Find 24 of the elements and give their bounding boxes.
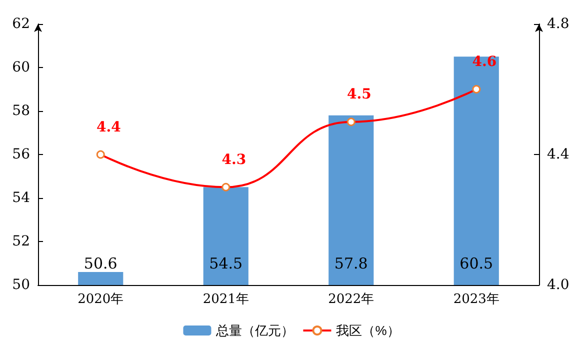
y-tick-label: 54 [12,190,30,206]
y2-tick-label: 4.4 [547,146,570,162]
data-label: 60.5 [460,254,494,272]
legend-label: 我区（%） [336,323,400,338]
legend-label: 总量（亿元） [215,323,294,338]
x-tick-label: 2021年 [202,292,249,307]
y2-tick-label: 4.0 [547,277,570,293]
data-label: 4.3 [222,152,246,168]
data-label: 54.5 [209,254,243,272]
data-label: 4.4 [96,119,122,136]
x-tick-label: 2022年 [328,292,374,307]
x-tick-label: 2023年 [453,292,500,307]
y-tick-label: 50 [12,277,30,293]
y-tick-label: 56 [12,146,30,162]
data-label: 50.6 [84,254,118,272]
y2-tick-label: 4.8 [547,16,570,32]
x-tick-label: 2020年 [78,292,124,307]
y-tick-label: 60 [12,60,30,76]
data-label: 4.5 [346,86,372,103]
y-tick-label: 52 [12,234,30,250]
y-tick-label: 58 [12,103,30,119]
y-tick-label: 62 [12,16,30,32]
data-label: 4.6 [472,54,497,70]
data-label: 57.8 [334,254,368,272]
